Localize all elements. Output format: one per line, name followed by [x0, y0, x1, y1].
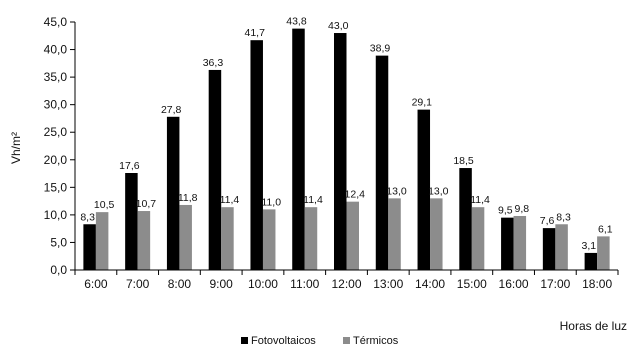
legend-label-fotovoltaicos: Fotovoltaicos — [251, 335, 316, 347]
legend-label-termicos: Térmicos — [353, 335, 399, 347]
y-tick-label: 40,0 — [44, 43, 68, 57]
x-tick-label: 14:00 — [415, 277, 445, 291]
bar-termicos — [430, 198, 443, 270]
bar-fotovoltaicos — [292, 28, 305, 271]
x-tick-label: 13:00 — [373, 277, 403, 291]
data-label-termicos: 8,3 — [556, 211, 571, 223]
bar-termicos — [179, 204, 192, 270]
bar-termicos — [513, 215, 527, 270]
y-tick-label: 45,0 — [44, 15, 68, 29]
x-tick-label: 9:00 — [210, 277, 234, 291]
legend: Fotovoltaicos Térmicos — [241, 335, 399, 347]
y-tick-label: 10,0 — [44, 208, 68, 222]
data-label-fotovoltaicos: 17,6 — [119, 160, 140, 172]
y-tick-label: 5,0 — [50, 235, 67, 249]
data-label-termicos: 11,4 — [303, 194, 323, 206]
bar-termicos — [95, 212, 109, 270]
data-label-fotovoltaicos: 38,9 — [370, 43, 391, 55]
data-label-fotovoltaicos: 18,5 — [453, 155, 474, 167]
data-label-termicos: 10,7 — [136, 198, 157, 210]
y-tick-label: 25,0 — [44, 125, 68, 139]
x-tick-label: 15:00 — [457, 277, 487, 291]
data-label-fotovoltaicos: 27,8 — [161, 104, 182, 116]
legend-swatch-fotovoltaicos — [241, 337, 248, 344]
data-label-termicos: 9,8 — [515, 203, 530, 215]
data-label-termicos: 11,4 — [220, 194, 240, 206]
y-tick-label: 30,0 — [44, 98, 68, 112]
data-label-fotovoltaicos: 29,1 — [412, 97, 433, 109]
y-axis-ticks: 0,0 5,0 10,0 15,0 20,0 25,0 30,0 35,0 40,0 45,0 — [44, 15, 75, 277]
data-label-fotovoltaicos: 43,0 — [328, 20, 349, 32]
x-axis: 6:00 7:00 8:00 9:00 10:00 11:00 12:00 13:00 14:0… — [74, 270, 619, 291]
data-label-fotovoltaicos: 8,3 — [80, 211, 95, 223]
y-tick-label: 15,0 — [44, 180, 68, 194]
bar-fotovoltaicos — [83, 224, 96, 270]
data-label-termicos: 10,5 — [94, 199, 115, 211]
bar-fotovoltaicos — [125, 173, 138, 270]
x-tick-label: 8:00 — [168, 277, 192, 291]
y-axis-title: Vh/m² — [9, 132, 23, 164]
bar-termicos — [555, 224, 568, 270]
bar-termicos — [221, 207, 234, 270]
data-label-fotovoltaicos: 41,7 — [244, 27, 265, 39]
x-tick-label: 17:00 — [540, 277, 570, 291]
bar-fotovoltaicos — [542, 228, 556, 270]
data-label-fotovoltaicos: 9,5 — [498, 205, 513, 217]
x-tick-label: 10:00 — [248, 277, 278, 291]
data-label-termicos: 13,0 — [386, 185, 407, 197]
data-label-termicos: 13,0 — [428, 185, 449, 197]
data-label-fotovoltaicos: 36,3 — [203, 57, 224, 69]
bar-termicos — [304, 207, 318, 270]
y-tick-label: 0,0 — [50, 263, 67, 277]
bars: 8,310,517,610,727,811,836,311,441,711,04… — [80, 16, 613, 271]
legend-swatch-termicos — [343, 337, 350, 344]
data-label-termicos: 11,8 — [178, 192, 198, 204]
bar-termicos — [346, 201, 359, 270]
bar-fotovoltaicos — [208, 69, 222, 271]
bar-termicos — [471, 207, 485, 270]
x-tick-label: 12:00 — [331, 277, 361, 291]
bar-fotovoltaicos — [417, 109, 431, 270]
bar-termicos — [388, 198, 401, 270]
data-label-termicos: 11,0 — [261, 196, 281, 208]
bar-fotovoltaicos — [459, 168, 472, 270]
data-label-termicos: 11,4 — [470, 194, 490, 206]
bar-termicos — [262, 209, 276, 270]
bar-fotovoltaicos — [501, 217, 514, 270]
data-label-fotovoltaicos: 3,1 — [582, 240, 597, 252]
bar-termicos — [597, 236, 610, 270]
bar-fotovoltaicos — [584, 252, 598, 270]
data-label-fotovoltaicos: 7,6 — [540, 215, 555, 227]
y-tick-label: 20,0 — [44, 153, 68, 167]
data-label-termicos: 12,4 — [345, 189, 366, 201]
bar-termicos — [137, 211, 151, 270]
x-tick-label: 6:00 — [84, 277, 108, 291]
y-tick-label: 35,0 — [44, 70, 68, 84]
bar-fotovoltaicos — [250, 40, 263, 270]
x-tick-label: 11:00 — [290, 277, 319, 291]
x-tick-label: 7:00 — [126, 277, 150, 291]
bar-fotovoltaicos — [166, 116, 180, 271]
data-label-fotovoltaicos: 43,8 — [286, 16, 307, 28]
data-label-termicos: 6,1 — [598, 223, 613, 235]
bar-fotovoltaicos — [375, 55, 389, 270]
x-tick-label: 16:00 — [499, 277, 529, 291]
bar-fotovoltaicos — [334, 33, 347, 271]
x-tick-label: 18:00 — [582, 277, 612, 291]
x-axis-title: Horas de luz — [560, 319, 627, 333]
